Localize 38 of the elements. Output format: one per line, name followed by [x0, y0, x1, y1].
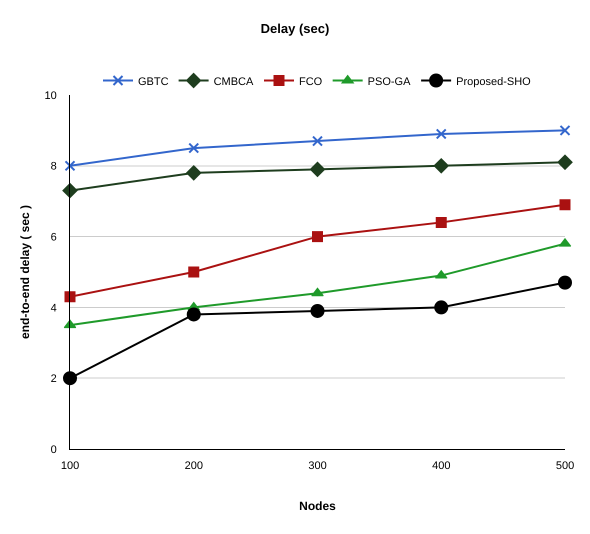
x-tick-label: 100: [60, 460, 80, 472]
point: [436, 128, 447, 140]
point: [64, 160, 76, 172]
x-axis-title: Nodes: [299, 499, 336, 514]
x-tick-label: 200: [184, 460, 203, 472]
legend-label: FCO: [299, 76, 323, 88]
y-tick-label: 4: [50, 302, 57, 314]
x-tick-label: 400: [432, 460, 450, 472]
point: [558, 276, 572, 290]
point: [188, 266, 200, 278]
y-tick-label: 10: [44, 90, 57, 102]
x-tick-label: 300: [308, 460, 327, 472]
point: [64, 291, 76, 302]
point: [434, 158, 449, 174]
point: [188, 142, 200, 154]
point: [186, 307, 201, 322]
point: [63, 371, 77, 386]
legend-label: GBTC: [138, 76, 169, 88]
y-axis-title: end-to-end delay ( sec ): [18, 204, 32, 340]
point: [312, 136, 323, 147]
legend-label: PSO-GA: [368, 76, 412, 88]
y-tick-label: 0: [50, 444, 57, 456]
x-tick-label: 500: [556, 460, 574, 472]
legend-label: Proposed-SHO: [456, 76, 532, 88]
legend-label: CMBCA: [214, 76, 254, 88]
y-tick-label: 2: [50, 373, 57, 386]
y-tick-label: 6: [50, 231, 57, 244]
point: [560, 199, 570, 210]
chart-title: Delay (sec): [260, 21, 330, 36]
point: [310, 162, 326, 177]
point: [560, 124, 570, 136]
point: [434, 300, 448, 314]
point: [186, 165, 202, 181]
point: [557, 154, 573, 170]
point: [310, 304, 324, 318]
point: [436, 216, 447, 228]
point: [312, 231, 323, 242]
y-tick-label: 8: [50, 160, 57, 173]
